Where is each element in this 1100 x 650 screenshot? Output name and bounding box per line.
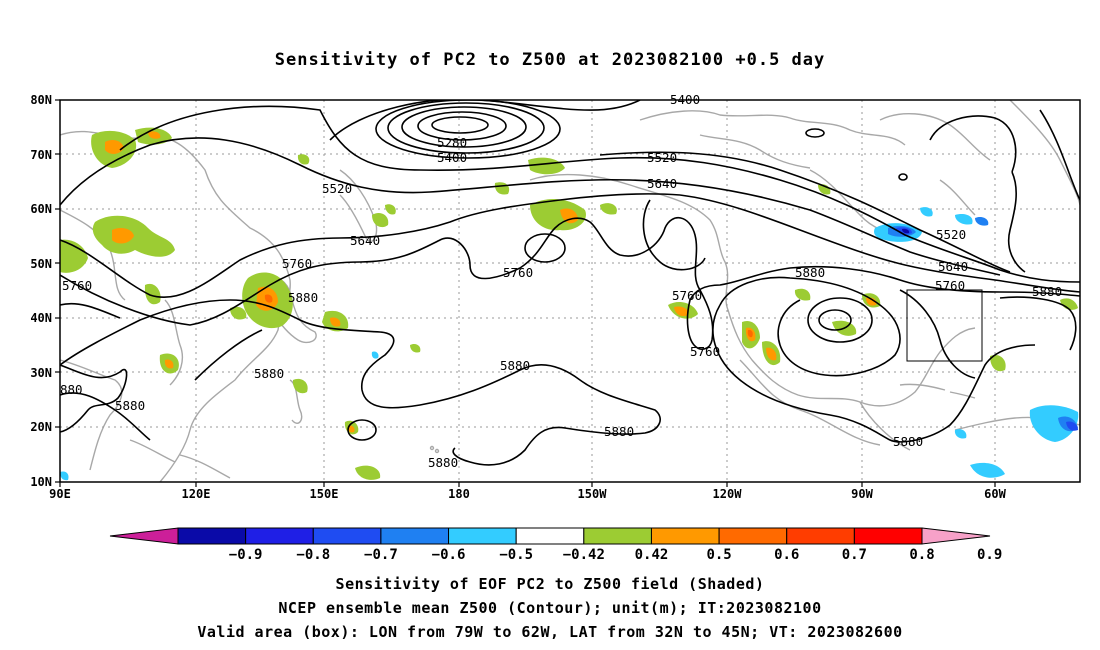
contour-label: 5640	[350, 233, 380, 248]
contour-label: 5760	[935, 278, 965, 293]
colorbar-swatch	[650, 527, 720, 545]
contour-label: 5880	[795, 265, 825, 280]
colorbar-label: −0.42	[563, 547, 605, 563]
contour-label: 5880	[1032, 284, 1062, 299]
latitude-labels: 80N 70N 60N 50N 40N 30N 20N 10N	[30, 93, 52, 489]
latitude-ticks	[55, 99, 996, 487]
lat-label: 40N	[30, 311, 52, 325]
caption-line-2: NCEP ensemble mean Z500 (Contour); unit(…	[278, 599, 822, 617]
contour-label: 5880	[500, 358, 530, 373]
map-frame	[59, 99, 1081, 483]
colorbar: −0.9 −0.8 −0.7 −0.6 −0.5 −0.42 0.42 0.5 0.6 0.7 0.…	[109, 527, 1002, 563]
lat-label: 10N	[30, 475, 52, 489]
contour-label: 5400	[437, 150, 467, 165]
contour-label: 5880	[115, 398, 145, 413]
lon-label: 180	[448, 487, 470, 501]
contour-label: 5880	[893, 434, 923, 449]
lat-label: 80N	[30, 93, 52, 107]
colorbar-label: −0.6	[432, 547, 466, 563]
colorbar-label: −0.7	[364, 547, 398, 563]
coastlines	[60, 100, 1080, 482]
colorbar-swatch	[853, 527, 923, 545]
lon-label: 150W	[578, 487, 608, 501]
lat-label: 60N	[30, 202, 52, 216]
colorbar-swatch	[177, 527, 247, 545]
colorbar-swatch	[583, 527, 652, 545]
colorbar-max-arrow	[921, 527, 991, 545]
valid-area-box	[906, 289, 983, 362]
sensitivity-shading	[60, 127, 1079, 481]
contour-label: 5520	[322, 181, 352, 196]
lon-label: 150E	[310, 487, 339, 501]
colorbar-label: 0.5	[706, 547, 731, 563]
colorbar-swatch	[718, 527, 788, 545]
colorbar-label: 0.6	[774, 547, 799, 563]
lat-label: 70N	[30, 148, 52, 162]
contour-label: 5520	[647, 150, 677, 165]
colorbar-swatch	[448, 527, 517, 545]
colorbar-swatch	[245, 527, 314, 545]
map-title: Sensitivity of PC2 to Z500 at 2023082100…	[274, 50, 826, 70]
lon-label: 120E	[182, 487, 211, 501]
lat-label: 20N	[30, 420, 52, 434]
contour-label: 5760	[503, 265, 533, 280]
contour-label: 880	[60, 382, 83, 397]
contour-label: 5760	[62, 278, 92, 293]
caption-line-1: Sensitivity of EOF PC2 to Z500 field (Sh…	[335, 575, 765, 593]
lon-label: 90E	[49, 487, 71, 501]
colorbar-label: 0.8	[909, 547, 934, 563]
colorbar-label: −0.8	[296, 547, 330, 563]
colorbar-label: 0.7	[842, 547, 867, 563]
lon-label: 90W	[851, 487, 873, 501]
lat-label: 50N	[30, 257, 52, 271]
colorbar-swatch	[312, 527, 382, 545]
colorbar-swatch	[380, 527, 450, 545]
caption-line-3: Valid area (box): LON from 79W to 62W, L…	[197, 623, 903, 641]
grid-lines	[60, 100, 1080, 482]
z500-contours	[60, 100, 1080, 466]
colorbar-swatch	[786, 527, 855, 545]
lon-label: 120W	[713, 487, 743, 501]
contour-label: 5880	[288, 290, 318, 305]
colorbar-swatch	[515, 527, 585, 545]
colorbar-label: −0.9	[229, 547, 263, 563]
lon-label: 60W	[984, 487, 1006, 501]
contour-label: 5640	[647, 176, 677, 191]
contour-label: 5760	[690, 344, 720, 359]
contour-label: 5640	[938, 259, 968, 274]
contour-label: 5280	[437, 135, 467, 150]
contour-labels: 5400 5280 5400 5520 5520 5640 5640 5760 …	[60, 92, 1062, 470]
colorbar-label: 0.42	[635, 547, 669, 563]
longitude-labels: 90E 120E 150E 180 150W 120W 90W 60W	[49, 487, 1006, 501]
colorbar-min-arrow	[109, 527, 179, 545]
colorbar-label: 0.9	[977, 547, 1002, 563]
lat-label: 30N	[30, 366, 52, 380]
contour-label: 5880	[254, 366, 284, 381]
contour-label: 5760	[282, 256, 312, 271]
contour-label: 5760	[672, 288, 702, 303]
contour-label: 5880	[604, 424, 634, 439]
contour-label: 5880	[428, 455, 458, 470]
colorbar-label: −0.5	[499, 547, 533, 563]
contour-label: 5520	[936, 227, 966, 242]
